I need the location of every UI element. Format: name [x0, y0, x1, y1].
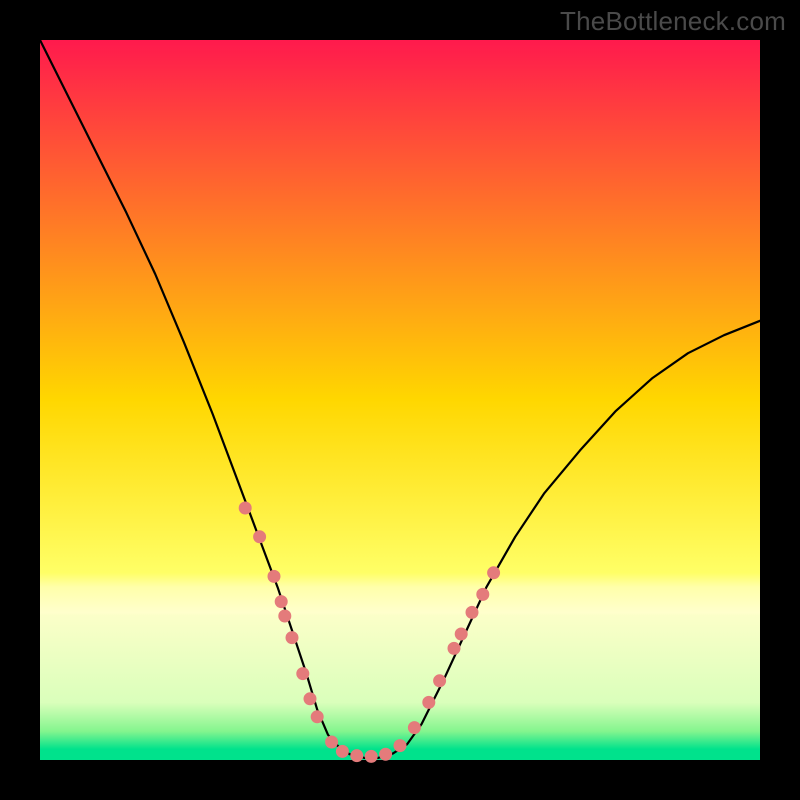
- watermark-text: TheBottleneck.com: [560, 6, 786, 37]
- chart-background-gradient: [40, 40, 760, 760]
- stage: TheBottleneck.com: [0, 0, 800, 800]
